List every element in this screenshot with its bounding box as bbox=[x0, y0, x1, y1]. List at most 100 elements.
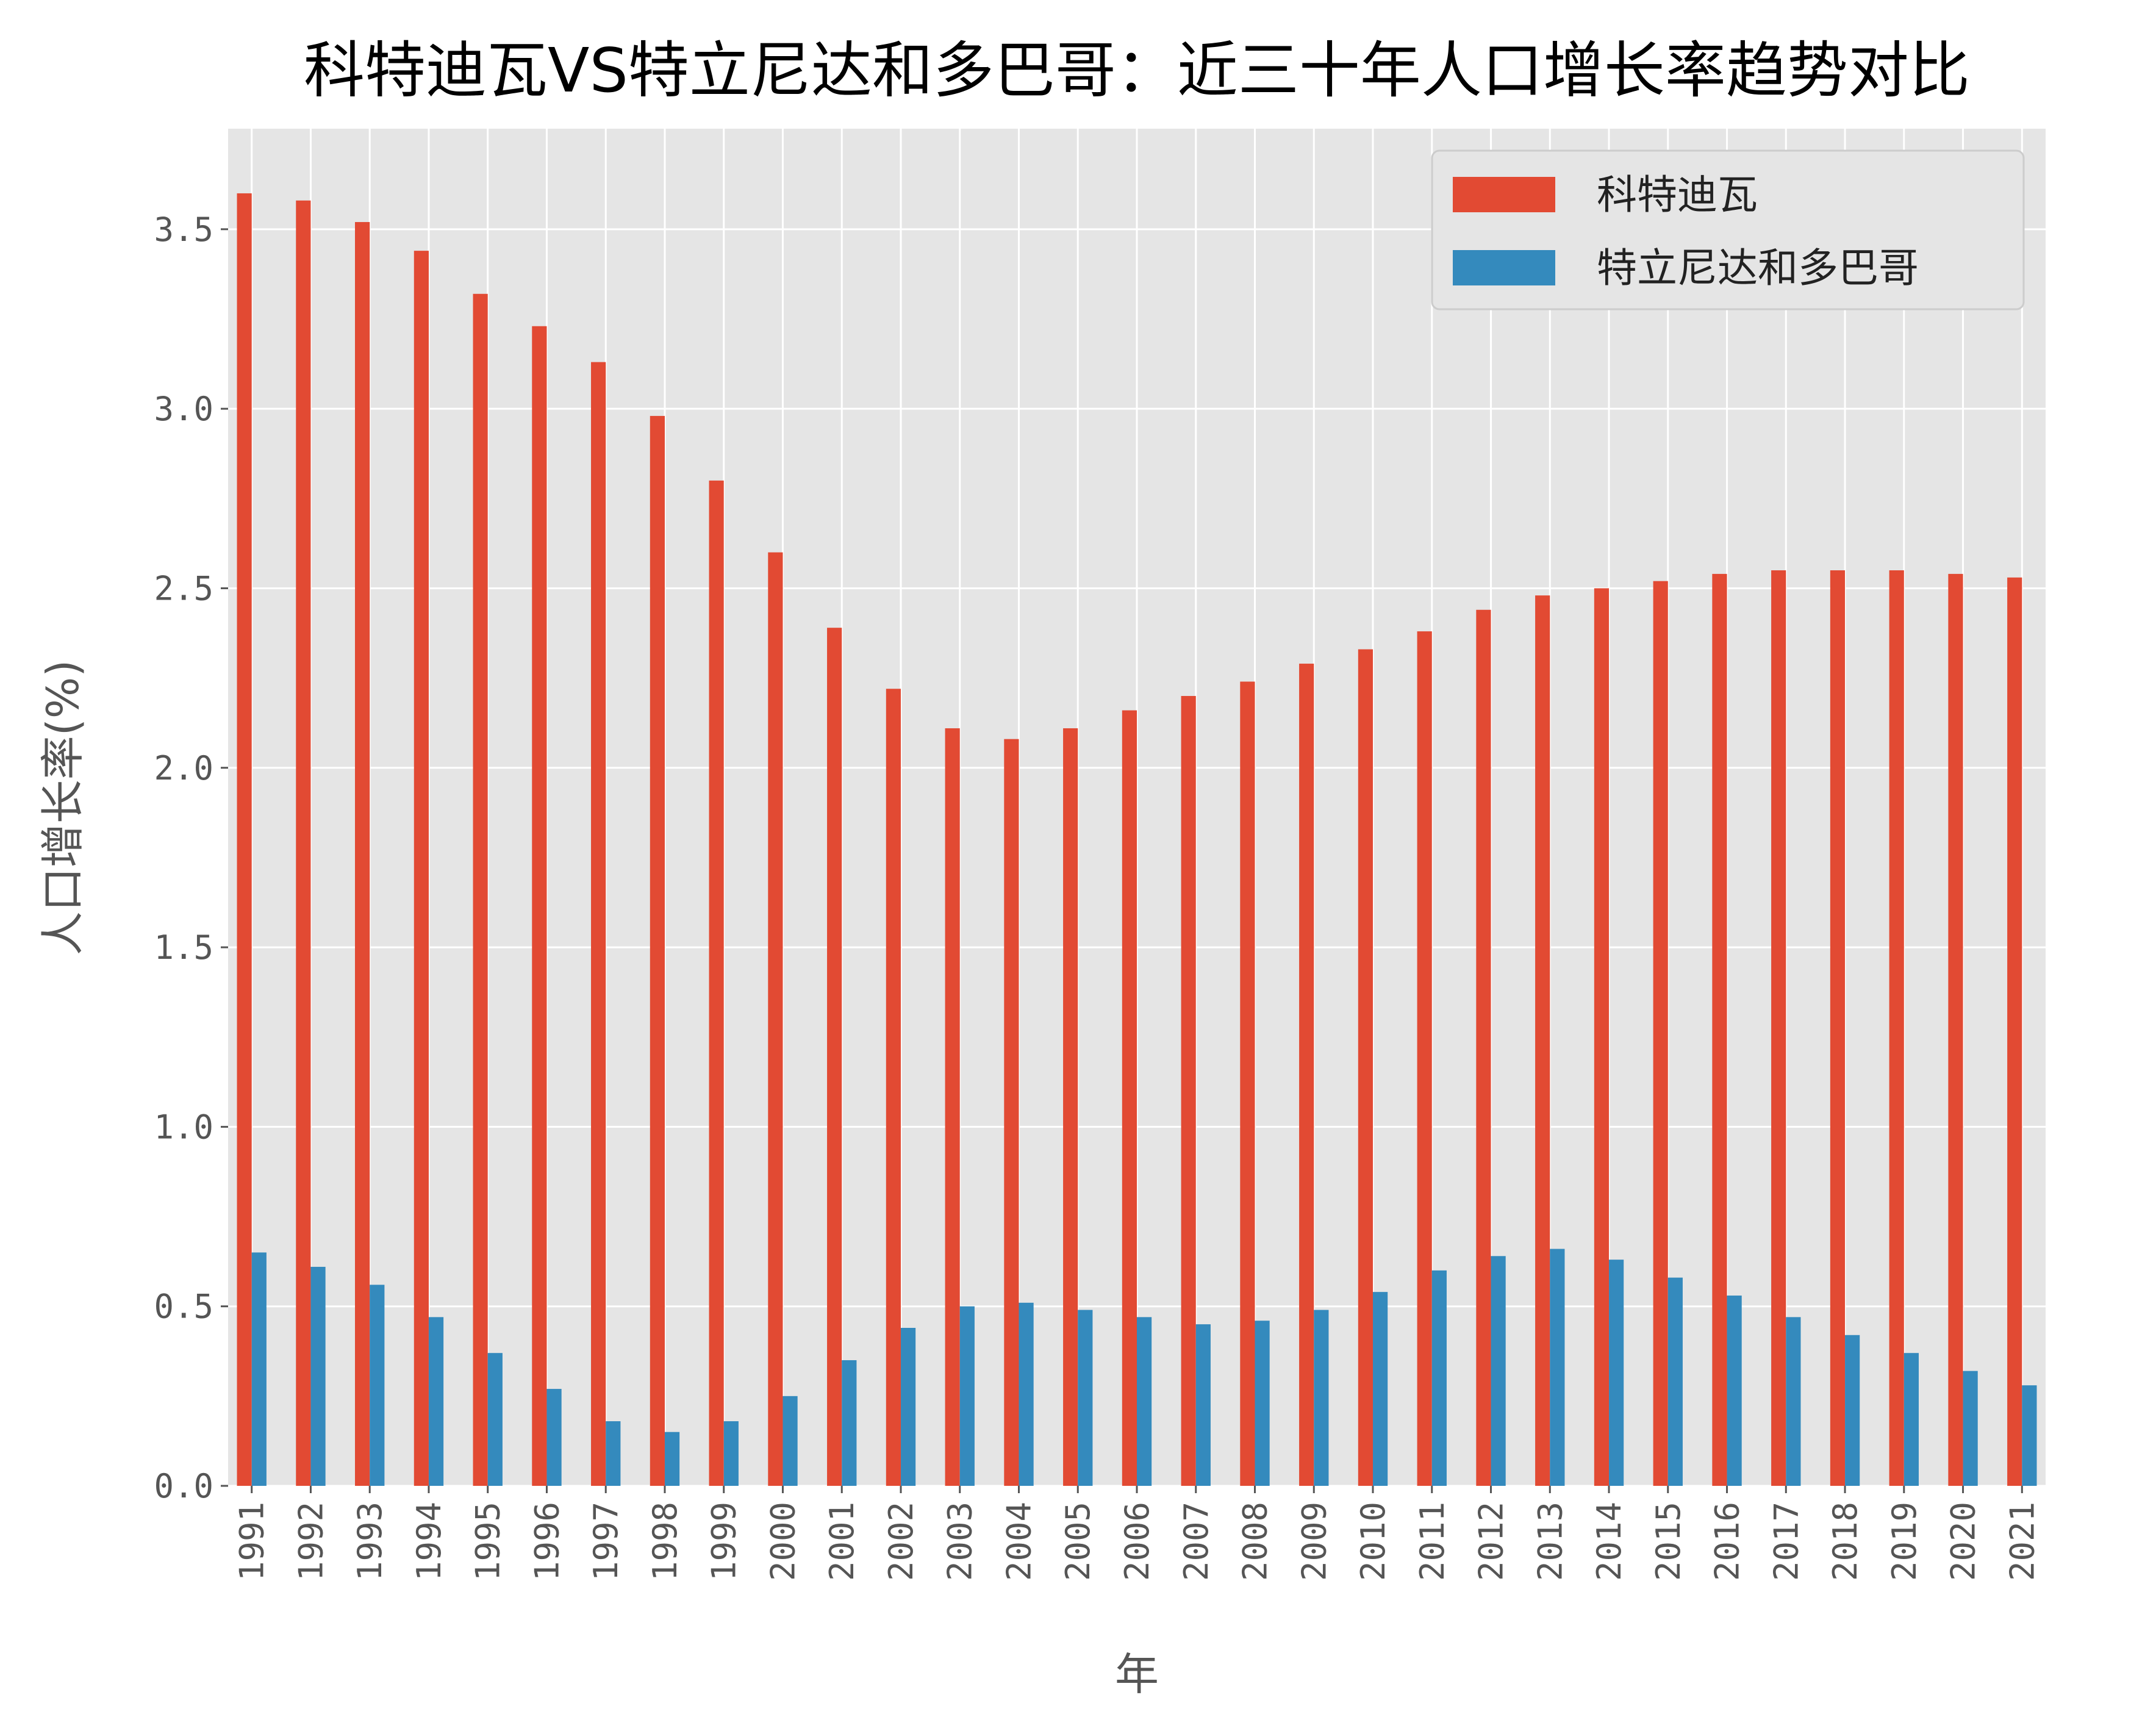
x-tick-label: 2020 bbox=[1944, 1502, 1983, 1581]
x-tick-label: 2012 bbox=[1472, 1502, 1511, 1581]
bar-series-0 bbox=[1417, 631, 1432, 1486]
bar-series-0 bbox=[1063, 728, 1078, 1486]
bar-series-1 bbox=[546, 1389, 562, 1486]
x-tick-label: 2007 bbox=[1177, 1502, 1216, 1581]
y-tick-label: 2.0 bbox=[154, 749, 213, 787]
bar-series-0 bbox=[709, 480, 724, 1486]
x-tick-label: 2001 bbox=[823, 1502, 861, 1581]
bar-series-0 bbox=[591, 362, 606, 1486]
bar-series-1 bbox=[959, 1306, 975, 1486]
bar-series-0 bbox=[1476, 609, 1491, 1486]
chart-title: 科特迪瓦VS特立尼达和多巴哥：近三十年人口增长率趋势对比 bbox=[304, 35, 1970, 106]
bar-series-0 bbox=[1830, 570, 1846, 1486]
y-tick-label: 3.5 bbox=[154, 210, 213, 249]
bar-series-1 bbox=[783, 1396, 798, 1486]
x-ticks: 1991 1992 1993 1994 1995 1996 1997 1998 1999 2000… bbox=[233, 1486, 2041, 1581]
y-tick-label: 0.5 bbox=[154, 1288, 213, 1326]
y-tick-label: 2.5 bbox=[154, 569, 213, 608]
x-axis-label: 年 bbox=[1115, 1649, 1159, 1700]
bar-series-0 bbox=[2007, 577, 2022, 1486]
bar-series-1 bbox=[1904, 1353, 1919, 1486]
bar-series-0 bbox=[1299, 664, 1314, 1486]
x-tick-label: 2002 bbox=[882, 1502, 920, 1581]
bar-series-1 bbox=[664, 1432, 680, 1486]
bar-series-1 bbox=[1727, 1296, 1742, 1486]
x-tick-label: 1992 bbox=[292, 1502, 330, 1581]
bar-series-0 bbox=[1358, 649, 1373, 1486]
y-tick-label: 0.0 bbox=[154, 1467, 213, 1505]
x-tick-label: 2005 bbox=[1059, 1502, 1097, 1581]
bar-series-1 bbox=[1314, 1310, 1329, 1486]
bar-series-0 bbox=[1771, 570, 1786, 1486]
bar-series-0 bbox=[355, 222, 370, 1486]
x-tick-label: 2017 bbox=[1767, 1502, 1805, 1581]
bar-series-0 bbox=[768, 552, 783, 1486]
bar-series-0 bbox=[296, 200, 311, 1486]
bar-series-1 bbox=[1195, 1324, 1211, 1486]
bar-series-0 bbox=[1712, 573, 1727, 1486]
x-tick-label: 2003 bbox=[941, 1502, 980, 1581]
x-tick-label: 2021 bbox=[2003, 1502, 2041, 1581]
x-tick-label: 2016 bbox=[1708, 1502, 1747, 1581]
bar-series-0 bbox=[1122, 710, 1137, 1486]
bars bbox=[237, 193, 2037, 1486]
x-tick-label: 1996 bbox=[528, 1502, 566, 1581]
bar-series-1 bbox=[1019, 1302, 1034, 1486]
x-tick-label: 1994 bbox=[410, 1502, 448, 1581]
legend-swatch-1 bbox=[1453, 250, 1555, 285]
bar-series-0 bbox=[1889, 570, 1904, 1486]
x-tick-label: 2000 bbox=[764, 1502, 802, 1581]
bar-series-0 bbox=[945, 728, 960, 1486]
x-tick-label: 1999 bbox=[705, 1502, 743, 1581]
bar-series-1 bbox=[428, 1317, 444, 1486]
bar-series-1 bbox=[900, 1328, 916, 1486]
bar-series-1 bbox=[1786, 1317, 1801, 1486]
bar-series-0 bbox=[886, 689, 901, 1486]
x-tick-label: 2013 bbox=[1531, 1502, 1569, 1581]
bar-series-0 bbox=[1240, 681, 1255, 1486]
bar-series-0 bbox=[1948, 573, 1963, 1486]
bar-series-1 bbox=[1373, 1292, 1388, 1486]
legend: 科特迪瓦 特立尼达和多巴哥 bbox=[1431, 149, 2025, 310]
bar-series-1 bbox=[1550, 1249, 1565, 1486]
bar-series-1 bbox=[1667, 1277, 1683, 1486]
bar-series-0 bbox=[650, 415, 665, 1486]
bar-series-1 bbox=[370, 1285, 385, 1486]
y-tick-label: 1.0 bbox=[154, 1108, 213, 1146]
bar-series-1 bbox=[1431, 1270, 1447, 1486]
bar-series-0 bbox=[827, 628, 842, 1486]
bar-series-1 bbox=[251, 1252, 267, 1486]
bar-series-1 bbox=[310, 1266, 326, 1486]
bar-series-1 bbox=[1255, 1321, 1270, 1486]
x-tick-label: 2015 bbox=[1649, 1502, 1688, 1581]
x-tick-label: 2011 bbox=[1413, 1502, 1452, 1581]
bar-series-1 bbox=[2022, 1385, 2037, 1486]
bar-series-0 bbox=[473, 293, 488, 1486]
x-tick-label: 1997 bbox=[587, 1502, 625, 1581]
x-tick-label: 2009 bbox=[1295, 1502, 1333, 1581]
x-tick-label: 1995 bbox=[469, 1502, 507, 1581]
bar-series-1 bbox=[1137, 1317, 1152, 1486]
bar-series-1 bbox=[1491, 1256, 1506, 1486]
y-axis-label: 人口增长率(%) bbox=[37, 660, 88, 956]
bar-series-0 bbox=[1004, 739, 1019, 1486]
bar-series-0 bbox=[237, 193, 252, 1486]
x-tick-label: 2019 bbox=[1885, 1502, 1924, 1581]
x-tick-label: 1998 bbox=[646, 1502, 684, 1581]
bar-series-1 bbox=[487, 1353, 503, 1486]
bar-series-1 bbox=[723, 1421, 739, 1486]
bar-series-1 bbox=[1609, 1260, 1624, 1486]
x-tick-label: 2004 bbox=[1000, 1502, 1038, 1581]
bar-series-1 bbox=[606, 1421, 621, 1486]
bar-series-0 bbox=[532, 326, 547, 1486]
bar-series-1 bbox=[1963, 1371, 1978, 1486]
x-tick-label: 2014 bbox=[1590, 1502, 1628, 1581]
legend-label-1: 特立尼达和多巴哥 bbox=[1597, 245, 1919, 292]
x-tick-label: 2008 bbox=[1236, 1502, 1275, 1581]
x-tick-label: 1991 bbox=[233, 1502, 271, 1581]
bar-series-0 bbox=[1594, 588, 1610, 1486]
x-tick-label: 2010 bbox=[1354, 1502, 1392, 1581]
legend-label-0: 科特迪瓦 bbox=[1597, 171, 1758, 218]
bar-series-0 bbox=[1181, 696, 1196, 1486]
bar-series-0 bbox=[1535, 595, 1550, 1486]
